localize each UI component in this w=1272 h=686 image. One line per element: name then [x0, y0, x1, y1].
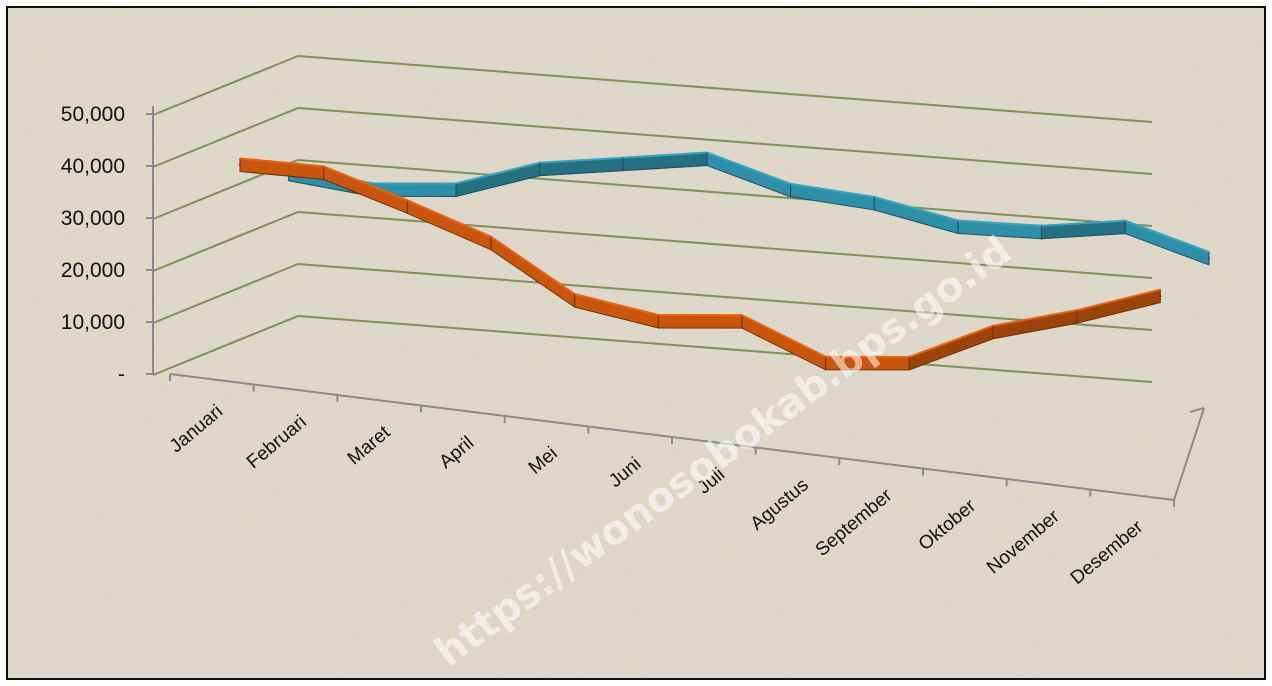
floor-back-edge — [1189, 407, 1205, 413]
gridline — [152, 54, 1153, 123]
series-1-segment-edge — [741, 314, 827, 358]
series-1-point — [908, 362, 911, 365]
series-1-segment-edge — [1076, 288, 1161, 312]
chart-frame: -10,000 20,000 30,000 40,000 50,000 Januari F… — [6, 6, 1266, 680]
series-1-segment-edge — [323, 165, 408, 202]
series-1-point — [238, 163, 242, 167]
gridline — [152, 210, 1153, 279]
series-2-segment-edge — [539, 156, 624, 164]
series-1-point — [322, 171, 325, 175]
gridline — [152, 106, 1153, 175]
series-2-segment-edge — [455, 161, 540, 185]
y-tick-label: - — [118, 363, 125, 386]
series-2-point — [1124, 225, 1127, 229]
series-1-point — [573, 299, 576, 302]
series-1-point — [406, 205, 409, 208]
series-1-point — [991, 331, 995, 334]
series-2-segment-edge — [623, 151, 708, 159]
series-2-segment-edge — [790, 182, 875, 198]
y-tick-label: 50,000 — [61, 103, 125, 126]
y-tick-label: 10,000 — [61, 311, 125, 334]
series-2-segment-edge — [706, 151, 791, 185]
series-1-segment-edge — [574, 293, 659, 316]
series-2-point — [873, 202, 876, 205]
series-1-point — [489, 242, 493, 245]
series-1-line — [238, 157, 1162, 371]
series-1-segment-edge — [239, 157, 324, 168]
series-1-segment-edge — [992, 309, 1077, 327]
series-1-point — [1075, 315, 1078, 318]
series-2-point — [538, 168, 541, 171]
y-tick-label: 30,000 — [61, 207, 125, 230]
series-1-segment — [657, 314, 743, 329]
series-2-segment-edge — [1124, 219, 1210, 253]
right-edge-line — [1173, 407, 1205, 501]
series-2-segment-edge — [957, 219, 1042, 227]
series-1-point — [740, 320, 744, 323]
series-2-point — [1207, 257, 1211, 260]
series-1-segment-edge — [406, 199, 492, 238]
series-1-segment-edge — [908, 324, 994, 358]
series-2-segment-edge — [1041, 219, 1126, 227]
series-2-point — [705, 157, 709, 161]
gridline — [152, 262, 1153, 331]
series-1-point — [1159, 294, 1162, 298]
series-2-point — [454, 188, 458, 192]
series-1-point — [824, 362, 827, 365]
series-2-point — [789, 189, 792, 192]
series-2-point — [622, 162, 625, 166]
y-tick-label: 20,000 — [61, 259, 125, 282]
y-tick-label: 40,000 — [61, 155, 125, 178]
series-2-point — [1040, 231, 1043, 234]
series-2-point — [956, 225, 960, 229]
series-1-point — [657, 320, 660, 323]
series-1-segment-edge — [490, 235, 576, 295]
series-2-segment-edge — [874, 195, 959, 222]
